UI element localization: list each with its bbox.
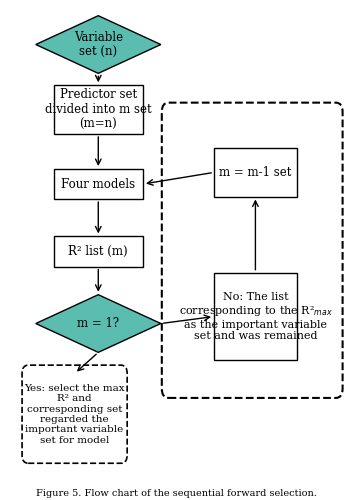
Text: m = m-1 set: m = m-1 set: [219, 166, 291, 179]
Text: No: The list
corresponding to the R²$_{max}$
as the important variable
set and w: No: The list corresponding to the R²$_{m…: [178, 292, 332, 341]
Text: Variable
set (n): Variable set (n): [74, 30, 123, 58]
FancyBboxPatch shape: [54, 236, 143, 266]
FancyBboxPatch shape: [214, 272, 297, 360]
Text: Predictor set
divided into m set
(m=n): Predictor set divided into m set (m=n): [45, 88, 152, 131]
Text: m = 1?: m = 1?: [77, 317, 119, 330]
FancyBboxPatch shape: [214, 148, 297, 196]
Text: R² list (m): R² list (m): [69, 245, 128, 258]
Polygon shape: [36, 294, 161, 352]
Text: Yes: select the max
R² and
corresponding set
regarded the
important variable
set: Yes: select the max R² and corresponding…: [24, 384, 125, 444]
FancyBboxPatch shape: [22, 365, 127, 464]
Text: Four models: Four models: [61, 178, 135, 190]
Text: Figure 5. Flow chart of the sequential forward selection.: Figure 5. Flow chart of the sequential f…: [36, 488, 316, 498]
FancyBboxPatch shape: [54, 85, 143, 134]
Polygon shape: [36, 16, 161, 74]
FancyBboxPatch shape: [54, 169, 143, 199]
